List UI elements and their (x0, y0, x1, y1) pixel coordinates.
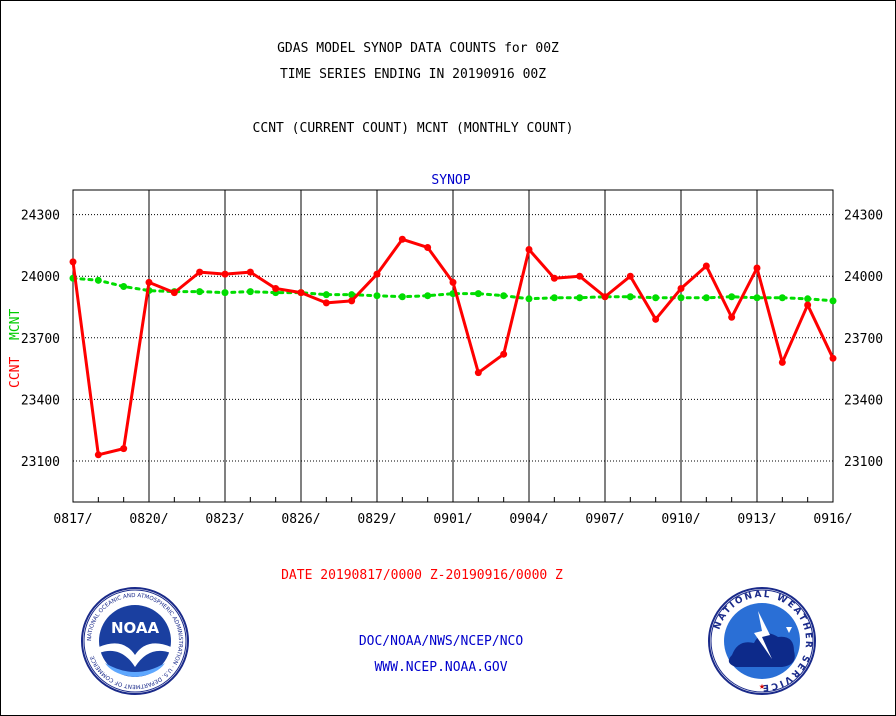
ccnt-point (652, 315, 660, 323)
mcnt-point (804, 295, 812, 303)
ccnt-point (246, 268, 254, 276)
mcnt-point (677, 294, 685, 302)
org-text: DOC/NOAA/NWS/NCEP/NCO (359, 634, 524, 649)
mcnt-point (550, 294, 558, 302)
ccnt-point (373, 270, 381, 278)
star-icon: ★ (759, 681, 765, 692)
ccnt-point (196, 268, 204, 276)
ccnt-point (449, 278, 457, 286)
mcnt-point (702, 294, 710, 302)
x-tick-label: 0820/ (129, 512, 168, 527)
ccnt-point (778, 358, 786, 366)
ccnt-point (677, 285, 685, 293)
y-tick-label-left: 23400 (21, 393, 60, 408)
mcnt-point (322, 291, 330, 299)
mcnt-point (348, 291, 356, 299)
ccnt-point (170, 289, 178, 297)
mcnt-point (728, 293, 736, 301)
mcnt-point (753, 294, 761, 302)
mcnt-point (525, 295, 533, 303)
x-tick-label: 0916/ (813, 512, 852, 527)
x-tick-label: 0829/ (357, 512, 396, 527)
y-tick-label-right: 23400 (844, 393, 883, 408)
ccnt-point (424, 243, 432, 251)
ccnt-point (221, 270, 229, 278)
x-tick-label: 0913/ (737, 512, 776, 527)
noaa-logo: NOAA NATIONAL OCEANIC AND ATMOSPHERIC AD… (81, 587, 189, 695)
ccnt-point (69, 258, 77, 266)
ccnt-point (500, 350, 508, 358)
url-link[interactable]: WWW.NCEP.NOAA.GOV (374, 660, 507, 675)
ccnt-point (322, 299, 330, 307)
mcnt-point (652, 294, 660, 302)
ylabel-ccnt: CCNT (8, 357, 23, 388)
mcnt-point (246, 288, 254, 296)
x-tick-label: 0910/ (661, 512, 700, 527)
ccnt-point (576, 272, 584, 280)
mcnt-point (626, 293, 634, 301)
header-line-1: GDAS MODEL SYNOP DATA COUNTS for 00Z (277, 41, 559, 56)
mcnt-point (829, 297, 837, 305)
ccnt-point (804, 301, 812, 309)
header-line-2: TIME SERIES ENDING IN 20190916 00Z (280, 67, 546, 82)
y-tick-label-right: 23100 (844, 455, 883, 470)
ccnt-point (829, 354, 837, 362)
x-tick-label: 0823/ (205, 512, 244, 527)
ccnt-point (145, 278, 153, 286)
x-tick-label: 0826/ (281, 512, 320, 527)
ccnt-point (120, 445, 128, 453)
mcnt-point (576, 294, 584, 302)
x-tick-label: 0907/ (585, 512, 624, 527)
ccnt-point (398, 235, 406, 243)
ccnt-point (474, 369, 482, 377)
ccnt-point (601, 293, 609, 301)
y-tick-label-right: 24000 (844, 270, 883, 285)
ccnt-point (728, 313, 736, 321)
ccnt-point (348, 297, 356, 305)
x-tick-label: 0817/ (53, 512, 92, 527)
noaa-logo-text: NOAA (111, 619, 160, 637)
mcnt-point (474, 290, 482, 298)
ccnt-point (550, 274, 558, 282)
header-line-3: CCNT (CURRENT COUNT) MCNT (MONTHLY COUNT… (253, 121, 574, 136)
ccnt-point (702, 262, 710, 270)
ccnt-point (626, 272, 634, 280)
y-tick-label-left: 23700 (21, 332, 60, 347)
ylabel-mcnt: MCNT (8, 309, 23, 340)
ccnt-point (525, 246, 533, 254)
date-range: DATE 20190817/0000 Z-20190916/0000 Z (281, 568, 563, 583)
ccnt-point (94, 451, 102, 459)
mcnt-point (424, 292, 432, 300)
mcnt-point (120, 282, 128, 290)
chart-title: SYNOP (431, 173, 470, 188)
mcnt-point (398, 293, 406, 301)
mcnt-point (196, 288, 204, 296)
ccnt-point (753, 264, 761, 272)
y-tick-label-left: 24300 (21, 209, 60, 224)
mcnt-point (221, 289, 229, 297)
y-tick-label-right: 24300 (844, 209, 883, 224)
mcnt-point (778, 294, 786, 302)
y-tick-label-right: 23700 (844, 332, 883, 347)
y-tick-label-left: 24000 (21, 270, 60, 285)
ccnt-point (272, 285, 280, 293)
y-tick-label-left: 23100 (21, 455, 60, 470)
ccnt-point (297, 289, 305, 297)
mcnt-point (500, 292, 508, 300)
nws-logo: NATIONAL WEATHER SERVICE ★ (708, 587, 816, 695)
x-tick-label: 0904/ (509, 512, 548, 527)
plot-area: 0817/0820/0823/0826/0829/0901/0904/0907/… (21, 189, 883, 527)
mcnt-point (94, 276, 102, 284)
x-tick-label: 0901/ (433, 512, 472, 527)
mcnt-point (373, 292, 381, 300)
